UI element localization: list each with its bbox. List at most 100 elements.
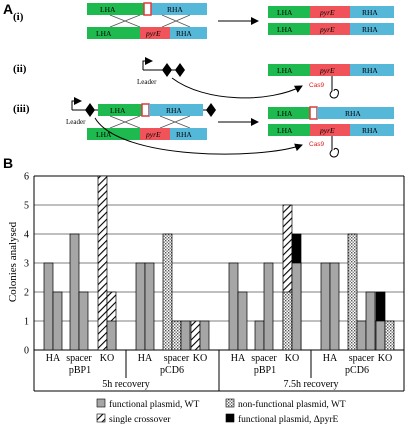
- lha-block: [87, 3, 144, 15]
- lha-label: LHA: [100, 5, 116, 14]
- plasmid-label: pCD6: [345, 365, 369, 376]
- rha-block: [151, 3, 207, 15]
- rha-label: RHA: [176, 29, 192, 38]
- legend-label: single crossover: [109, 415, 171, 425]
- lha-block: [87, 27, 140, 39]
- gene-label: pyrE: [319, 126, 335, 135]
- rha-label: RHA: [362, 66, 378, 75]
- panel-a-label: A: [3, 1, 13, 17]
- legend-swatch-nfpwt: [225, 398, 235, 408]
- guide-arrow: [171, 77, 303, 99]
- lha-label: LHA: [96, 29, 112, 38]
- lha-label: LHA: [277, 8, 293, 17]
- rha-block: [350, 6, 394, 18]
- x-category-label: HA: [46, 353, 61, 364]
- row-label-ii: (ii): [13, 63, 27, 75]
- plasmid-label: pBP1: [254, 365, 276, 376]
- bar-segment-fpwt: [375, 320, 386, 351]
- x-category-label: KO: [193, 353, 207, 364]
- plasmid-labels: pBP1 pCD6 pBP1 pCD6: [69, 365, 369, 376]
- legend-swatch-fpwt: [96, 398, 106, 408]
- lha-block: [268, 64, 310, 76]
- row-iii-plasmid: Leader LHA RHA LHA pyrE RHA: [66, 97, 303, 155]
- x-category-label: spacer: [164, 353, 190, 364]
- rha-label: RHA: [167, 5, 183, 14]
- bar-fpwt: [356, 320, 367, 351]
- gene-block: [310, 23, 350, 35]
- repeat-diamond: [175, 63, 185, 77]
- bar-fpwt: [329, 262, 340, 351]
- legend-label: functional plasmid, WT: [109, 399, 200, 410]
- bar-fpwt: [320, 262, 331, 351]
- gene-block: [310, 64, 350, 76]
- bar-fpwt: [199, 320, 210, 351]
- x-category-label: spacer: [66, 353, 92, 364]
- recovery-label: 7.5h recovery: [284, 379, 339, 390]
- bar-fpwt: [263, 262, 274, 351]
- y-tick-label: 3: [24, 259, 29, 270]
- bars: [43, 175, 395, 351]
- rha-label: RHA: [362, 126, 378, 135]
- lha-block: [268, 6, 310, 18]
- y-gridlines: [34, 204, 404, 322]
- rha-label: RHA: [176, 130, 192, 139]
- gap-marker: [143, 2, 152, 16]
- row-iii-result: LHA RHA LHA pyrE RHA Cas9: [268, 106, 394, 158]
- plot-frame: [33, 175, 405, 392]
- x-category-label: spacer: [349, 353, 375, 364]
- x-category-label: KO: [100, 353, 114, 364]
- rha-block: [317, 107, 394, 119]
- y-tick-label: 5: [24, 201, 29, 212]
- x-category-label: spacer: [251, 353, 277, 364]
- rha-block: [350, 64, 394, 76]
- guide-arrow: [94, 117, 303, 155]
- cross-line: [161, 14, 191, 28]
- bar-fpwt: [180, 320, 191, 351]
- x-category-labels: HA spacer KO HA spacer KO HA spacer KO HA spacer KO: [46, 353, 392, 364]
- rha-block: [170, 27, 207, 39]
- row-i-left-construct: LHA RHA LHA pyrE RHA: [87, 2, 207, 39]
- gene-block: [140, 27, 170, 39]
- plasmid-label: pBP1: [69, 365, 91, 376]
- bar-fpwt: [69, 233, 80, 351]
- repeat-diamond: [162, 63, 172, 77]
- plasmid-label: pCD6: [160, 365, 184, 376]
- y-tick-label: 6: [24, 172, 29, 183]
- gene-label: pyrE: [145, 130, 161, 139]
- lha-block: [268, 107, 310, 119]
- lha-label: LHA: [277, 126, 293, 135]
- lha-block: [268, 124, 310, 136]
- bar-fpwt: [135, 262, 146, 351]
- bar-fpwt: [52, 291, 63, 351]
- leader-label: Leader: [66, 118, 86, 126]
- bar-fpwt: [78, 291, 89, 351]
- rha-block: [170, 128, 207, 140]
- cross-line: [109, 115, 141, 129]
- lha-label: LHA: [277, 25, 293, 34]
- x-category-label: HA: [323, 353, 338, 364]
- row-ii-crispr-array: Leader: [137, 57, 303, 99]
- rha-label: RHA: [345, 109, 361, 118]
- lha-block: [98, 104, 142, 116]
- x-category-label: KO: [285, 353, 299, 364]
- cas9-label: Cas9: [309, 82, 325, 89]
- y-tick-label: 2: [24, 288, 29, 299]
- lha-label: LHA: [277, 66, 293, 75]
- row-i-right-construct: LHA pyrE RHA LHA pyrE RHA: [268, 6, 394, 35]
- cas9-label: Cas9: [309, 141, 325, 148]
- bar-nfpwt: [347, 233, 358, 351]
- bar-segment-fpwt: [106, 320, 117, 351]
- bar-segment-fpwt: [291, 262, 302, 351]
- row-label-iii: (iii): [13, 103, 30, 115]
- gene-label: pyrE: [319, 8, 335, 17]
- rha-label: RHA: [362, 8, 378, 17]
- y-tick-label: 0: [24, 346, 29, 357]
- gap-marker: [309, 106, 318, 120]
- x-category-label: HA: [231, 353, 246, 364]
- rha-label: RHA: [166, 106, 182, 115]
- gene-label: pyrE: [319, 66, 335, 75]
- rha-block: [149, 104, 203, 116]
- bar-nfpwt: [171, 320, 182, 351]
- legend-label: non-functional plasmid, WT: [238, 399, 346, 410]
- guide-rna-loop: [329, 76, 339, 99]
